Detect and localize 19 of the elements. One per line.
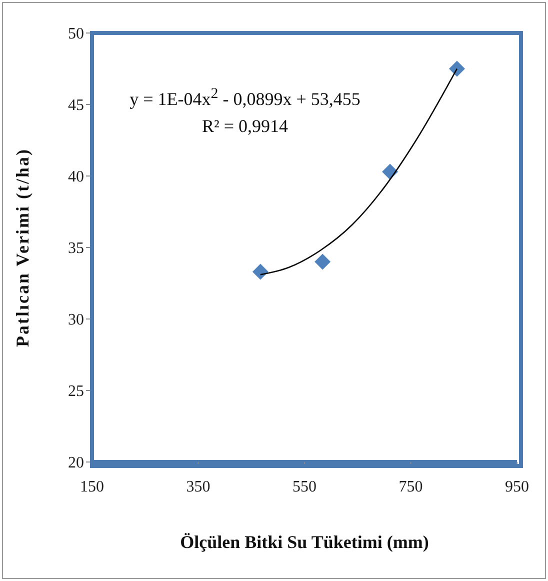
point <box>314 254 331 270</box>
y-axis-title: Patlıcan Verimi (t/ha) <box>12 148 32 347</box>
x-tick-label: 750 <box>398 478 423 496</box>
y-tick-label: 25 <box>68 383 84 400</box>
y-tick-label: 35 <box>68 240 84 258</box>
x-tick-label: 550 <box>292 478 316 496</box>
annotation: R² = 0,9914 <box>200 116 290 137</box>
x-axis-title: Ölçülen Bitki Su Tüketimi (mm) <box>180 532 429 552</box>
y-tick-label: 30 <box>68 312 84 329</box>
y-tick-label: 20 <box>68 454 84 472</box>
y-tick-label: 40 <box>68 168 84 186</box>
x-tick-label: 950 <box>505 478 529 496</box>
point <box>252 264 268 280</box>
x-tick-label: 350 <box>186 478 210 496</box>
x-tick-label: 150 <box>80 478 104 496</box>
annotation: y = 1E-04x$^{2}$ - 0,0899x + 53,455 <box>128 86 362 110</box>
point <box>448 60 465 77</box>
y-tick-label: 50 <box>68 26 84 43</box>
y-tick-label: 45 <box>68 97 84 114</box>
